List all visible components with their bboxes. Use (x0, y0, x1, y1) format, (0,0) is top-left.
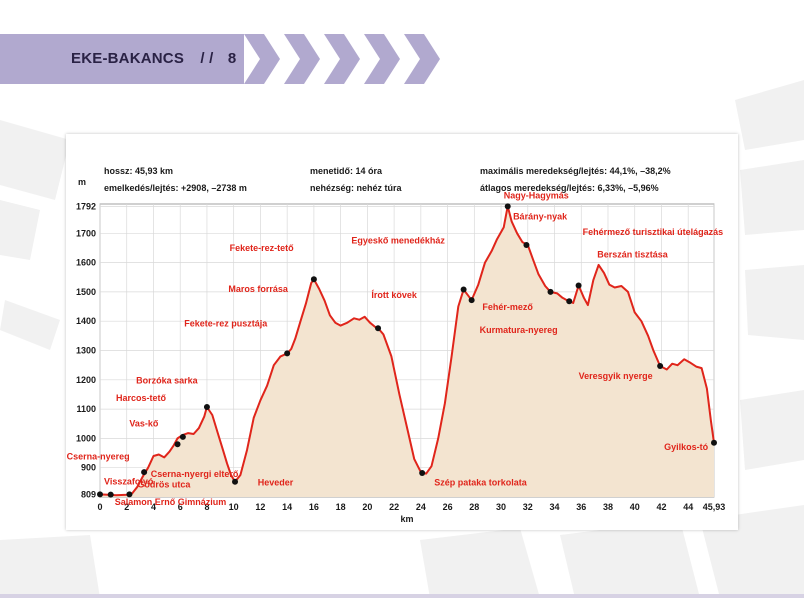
page-header: EKE-BAKANCS / / 8 (71, 47, 236, 71)
y-tick-label: 1700 (76, 228, 96, 238)
waypoint-label: Cserna-nyereg (67, 451, 130, 461)
waypoint-marker (504, 203, 511, 210)
chevron-arrows-icon (244, 34, 440, 84)
elevation-line (99, 205, 715, 497)
waypoint-marker (97, 491, 103, 498)
waypoint-marker (711, 439, 717, 446)
y-tick-label: 1500 (76, 287, 96, 297)
info-max-grade: maximális meredekség/lejtés: 44,1%, –38,… (480, 166, 671, 176)
waypoint-marker (547, 288, 554, 295)
x-tick-label: 34 (550, 502, 560, 512)
header-band (0, 34, 244, 84)
waypoint-label: Borzóka sarka (136, 375, 199, 385)
y-tick-label: 1600 (76, 258, 96, 268)
waypoint-label: Nagy-Hagymás (504, 191, 569, 201)
x-tick-label: 26 (443, 502, 453, 512)
waypoint-marker (468, 297, 475, 304)
x-tick-label: 32 (523, 502, 533, 512)
elevation-profile-card: hossz: 45,93 km emelkedés/lejtés: +2908,… (66, 134, 738, 530)
waypoint-label: Egyeskő menedékház (351, 236, 445, 246)
x-tick-label: 4 (151, 502, 156, 512)
x-tick-label: 14 (282, 502, 292, 512)
waypoint-marker (657, 363, 664, 370)
x-tick-label: 22 (389, 502, 399, 512)
waypoint-marker (179, 433, 186, 440)
waypoint-label: Fehérmező turisztikai útelágazás (583, 227, 724, 237)
waypoint-label: Fekete-rez pusztája (184, 318, 268, 328)
x-tick-label: 18 (336, 502, 346, 512)
page-number: 8 (227, 50, 237, 67)
x-tick-label: 10 (229, 502, 239, 512)
waypoint-marker (375, 325, 382, 332)
waypoint-marker (419, 469, 426, 476)
waypoint-marker (203, 404, 210, 411)
y-tick-label: 1300 (76, 346, 96, 356)
waypoint-label: Berszán tisztása (597, 249, 669, 259)
waypoint-label: Visszafolyó (104, 477, 154, 487)
waypoint-marker (126, 491, 133, 498)
x-axis-label: km (400, 514, 413, 524)
info-gain: emelkedés/lejtés: +2908, –2738 m (104, 183, 247, 193)
y-axis-label: m (78, 177, 86, 187)
x-tick-label: 40 (630, 502, 640, 512)
x-tick-label: 42 (656, 502, 666, 512)
waypoint-label: Fehér-mező (482, 302, 533, 312)
y-tick-label: 809 (81, 489, 96, 499)
waypoint-marker (107, 491, 114, 498)
waypoint-marker (460, 286, 467, 293)
publication-title: EKE-BAKANCS (71, 50, 185, 67)
x-tick-label: 28 (469, 502, 479, 512)
waypoint-label: Kurmatura-nyereg (480, 325, 558, 335)
x-tick-label: 45,93 (703, 502, 726, 512)
y-tick-label: 1400 (76, 316, 96, 326)
x-tick-label: 24 (416, 502, 426, 512)
x-tick-label: 12 (255, 502, 265, 512)
waypoint-marker (232, 478, 239, 485)
waypoint-label: Szép pataka torkolata (434, 477, 528, 487)
x-tick-label: 16 (309, 502, 319, 512)
x-tick-label: 8 (204, 502, 209, 512)
x-tick-label: 20 (362, 502, 372, 512)
y-tick-label: 900 (81, 463, 96, 473)
waypoint-label: Fekete-rez-tető (230, 243, 295, 253)
waypoint-label: Heveder (258, 477, 294, 487)
x-tick-label: 0 (97, 502, 102, 512)
waypoint-label: Gödrös utca (137, 480, 191, 490)
waypoint-label: Salamon Ernő Gimnázium (115, 497, 227, 507)
x-tick-label: 6 (178, 502, 183, 512)
waypoint-marker (284, 350, 291, 357)
y-tick-label: 1100 (76, 404, 96, 414)
y-tick-label: 1200 (76, 375, 96, 385)
waypoint-label: Cserna-nyergi elterő (151, 469, 239, 479)
x-tick-label: 36 (576, 502, 586, 512)
elevation-area (100, 206, 714, 498)
x-tick-label: 2 (124, 502, 129, 512)
waypoint-marker (575, 282, 582, 289)
waypoint-label: Veresgyik nyerge (579, 371, 653, 381)
waypoint-marker (310, 276, 317, 283)
header-separator: / / (200, 50, 214, 67)
waypoint-label: Gyilkos-tó (664, 442, 709, 452)
waypoint-marker (174, 441, 181, 448)
waypoint-marker (566, 298, 573, 305)
waypoint-label: Írott kövek (371, 290, 418, 300)
y-tick-label: 1000 (76, 433, 96, 443)
info-difficulty: nehézség: nehéz túra (310, 183, 403, 193)
bottom-bar (0, 594, 804, 598)
info-avg-grade: átlagos meredekség/lejtés: 6,33%, –5,96% (480, 183, 659, 193)
info-length: hossz: 45,93 km (104, 166, 173, 176)
waypoint-marker (141, 469, 148, 476)
elevation-profile-chart: hossz: 45,93 km emelkedés/lejtés: +2908,… (67, 166, 726, 524)
waypoint-label: Maros forrása (228, 284, 289, 294)
x-tick-label: 38 (603, 502, 613, 512)
waypoint-label: Harcos-tető (116, 393, 167, 403)
x-tick-label: 44 (683, 502, 693, 512)
x-tick-label: 30 (496, 502, 506, 512)
waypoint-marker (523, 242, 530, 249)
waypoint-label: Bárány-nyak (513, 212, 568, 222)
y-tick-label: 1792 (76, 201, 96, 211)
waypoint-label: Vas-kő (129, 419, 159, 429)
info-time: menetidő: 14 óra (310, 166, 383, 176)
